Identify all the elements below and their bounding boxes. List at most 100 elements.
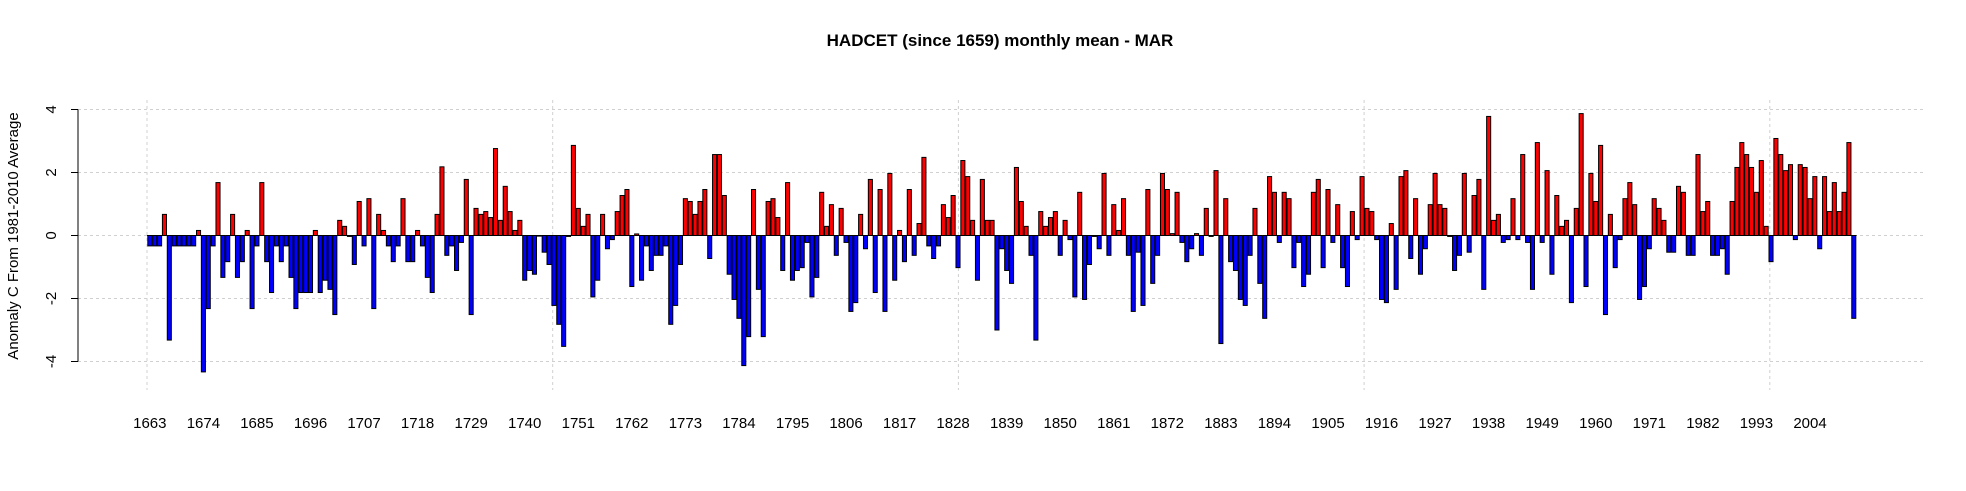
x-tick-label: 1861 [1097,415,1130,432]
bar-1963 [1607,213,1613,237]
bar-1695 [303,235,309,294]
bar-1735 [497,219,503,237]
bar-1688 [269,235,275,294]
bar-1951 [1549,235,1555,275]
bar-1801 [819,191,825,236]
bar-1712 [385,235,391,247]
bar-1874 [1174,191,1180,236]
bar-1838 [999,235,1005,250]
x-tick-label: 1729 [455,415,488,432]
bar-1727 [458,235,464,243]
bar-1808 [853,235,859,304]
bar-1908 [1340,235,1346,269]
bar-1967 [1627,182,1633,236]
bar-1724 [444,235,450,256]
bar-1843 [1023,225,1029,236]
bar-1753 [585,213,591,237]
bar-1757 [604,235,611,250]
x-tick-label: 1817 [883,415,916,432]
bar-1928 [1437,204,1443,237]
bar-1795 [789,235,796,281]
bar-1943 [1510,198,1516,236]
bar-1912 [1359,176,1365,236]
bar-1959 [1588,172,1594,236]
bar-1960 [1593,200,1599,236]
bar-1764 [639,235,645,281]
bar-1718 [415,229,421,237]
bar-1714 [395,235,401,247]
bar-1942 [1505,235,1511,241]
bar-1679 [225,235,231,263]
bar-1893 [1267,176,1273,236]
bar-1665 [157,235,163,247]
bar-2002 [1797,164,1803,237]
bar-1805 [838,207,844,237]
bar-1816 [892,235,898,281]
bar-1914 [1369,211,1375,236]
bar-1905 [1325,189,1331,236]
bar-1774 [687,200,693,236]
bar-1906 [1330,235,1336,243]
bar-1877 [1189,235,1195,250]
bar-1895 [1276,235,1282,243]
bar-1831 [965,176,971,236]
bar-1929 [1442,207,1448,237]
bar-1806 [843,235,849,243]
bar-1856 [1086,235,1092,265]
bar-1987 [1724,235,1730,275]
bar-1849 [1052,211,1058,236]
bar-1973 [1656,207,1662,237]
bar-1839 [1004,235,1010,271]
bar-1664 [152,235,158,247]
bar-1769 [663,235,669,247]
y-tick-label: -2 [43,292,60,305]
bar-1988 [1729,200,1735,236]
bar-1770 [668,235,674,325]
bar-1961 [1598,144,1604,236]
bar-1815 [887,172,893,236]
bar-1970 [1641,235,1647,288]
x-tick-label: 1894 [1258,415,1291,432]
bar-1676 [210,235,216,247]
bar-1840 [1009,235,1015,284]
bar-1736 [502,185,508,236]
x-tick-label: 1762 [615,415,648,432]
bar-1703 [342,225,348,236]
bar-1920 [1398,176,1404,236]
bar-1694 [298,235,304,294]
x-tick-label: 1707 [347,415,380,432]
bar-1733 [488,217,494,237]
bar-1975 [1666,235,1672,253]
bar-1700 [327,235,333,290]
bar-1760 [619,195,625,237]
bar-1739 [517,219,523,237]
bar-1829 [955,235,961,269]
x-tick-label: 1740 [508,415,541,432]
bar-1752 [580,225,586,236]
bar-1682 [239,235,245,263]
bar-2004 [1807,198,1813,236]
bar-1977 [1675,185,1682,236]
bar-1690 [278,235,284,263]
bar-1750 [570,144,576,236]
bar-1725 [449,235,455,247]
bar-2006 [1817,235,1823,250]
bar-1827 [945,217,951,237]
bar-1663 [147,235,153,247]
bar-1751 [575,207,581,237]
bar-1894 [1271,191,1277,236]
bar-1787 [750,189,757,236]
x-tick-label: 1938 [1472,415,1505,432]
bar-1789 [760,235,766,338]
bar-1773 [682,198,688,236]
bar-2001 [1792,235,1798,241]
bar-1921 [1403,170,1409,236]
bar-1666 [161,213,167,237]
bar-1940 [1495,213,1501,237]
y-axis-label: Anomaly C From 1981-2010 Average [5,112,22,359]
bar-1879 [1198,235,1204,256]
bar-1854 [1077,191,1083,236]
bar-1846 [1038,211,1044,236]
bar-1861 [1111,204,1117,237]
bar-1896 [1281,191,1287,236]
